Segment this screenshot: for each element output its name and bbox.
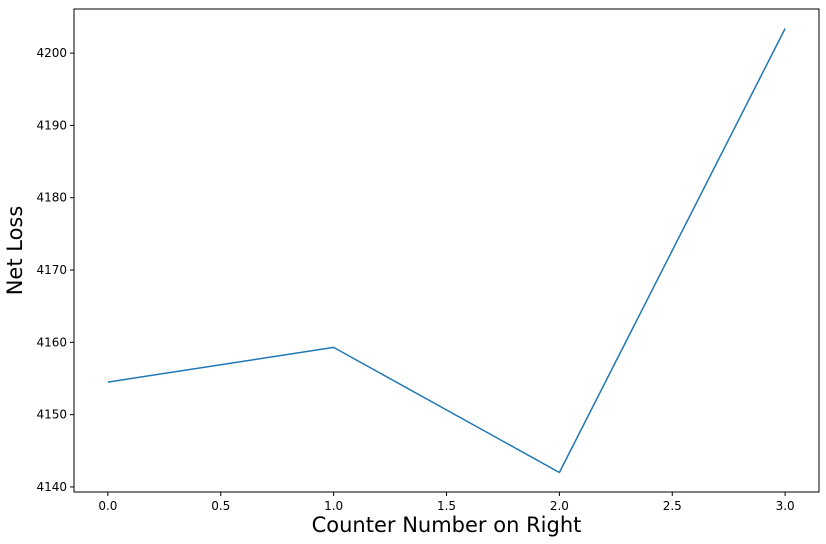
series-line bbox=[107, 28, 786, 474]
series-layer bbox=[107, 28, 786, 474]
axes-frame bbox=[73, 8, 820, 493]
y-tick-label: 4170 bbox=[36, 263, 67, 277]
x-tick-label: 0.5 bbox=[211, 499, 230, 513]
y-tick-label: 4160 bbox=[36, 335, 67, 349]
y-axis: 4140 4150 4160 4170 4180 4190 4200 bbox=[36, 46, 74, 494]
x-tick-label: 2.5 bbox=[663, 499, 682, 513]
y-axis-title: Net Loss bbox=[3, 206, 27, 296]
y-tick-label: 4180 bbox=[36, 191, 67, 205]
y-tick-label: 4150 bbox=[36, 408, 67, 422]
x-axis-title: Counter Number on Right bbox=[312, 513, 582, 537]
plot-area: 0.0 0.5 1.0 1.5 2.0 2.5 3.0 414041504160417041… bbox=[36, 8, 820, 513]
y-tick-label: 4190 bbox=[36, 118, 67, 132]
x-tick-label: 0.0 bbox=[98, 499, 117, 513]
y-tick-label: 4140 bbox=[36, 480, 67, 494]
x-axis: 0.0 0.5 1.0 1.5 2.0 2.5 3.0 bbox=[98, 492, 795, 513]
x-tick-label: 2.0 bbox=[550, 499, 569, 513]
x-tick-label: 1.0 bbox=[324, 499, 343, 513]
x-tick-label: 1.5 bbox=[437, 499, 456, 513]
y-tick-label: 4200 bbox=[36, 46, 67, 60]
x-tick-label: 3.0 bbox=[776, 499, 795, 513]
